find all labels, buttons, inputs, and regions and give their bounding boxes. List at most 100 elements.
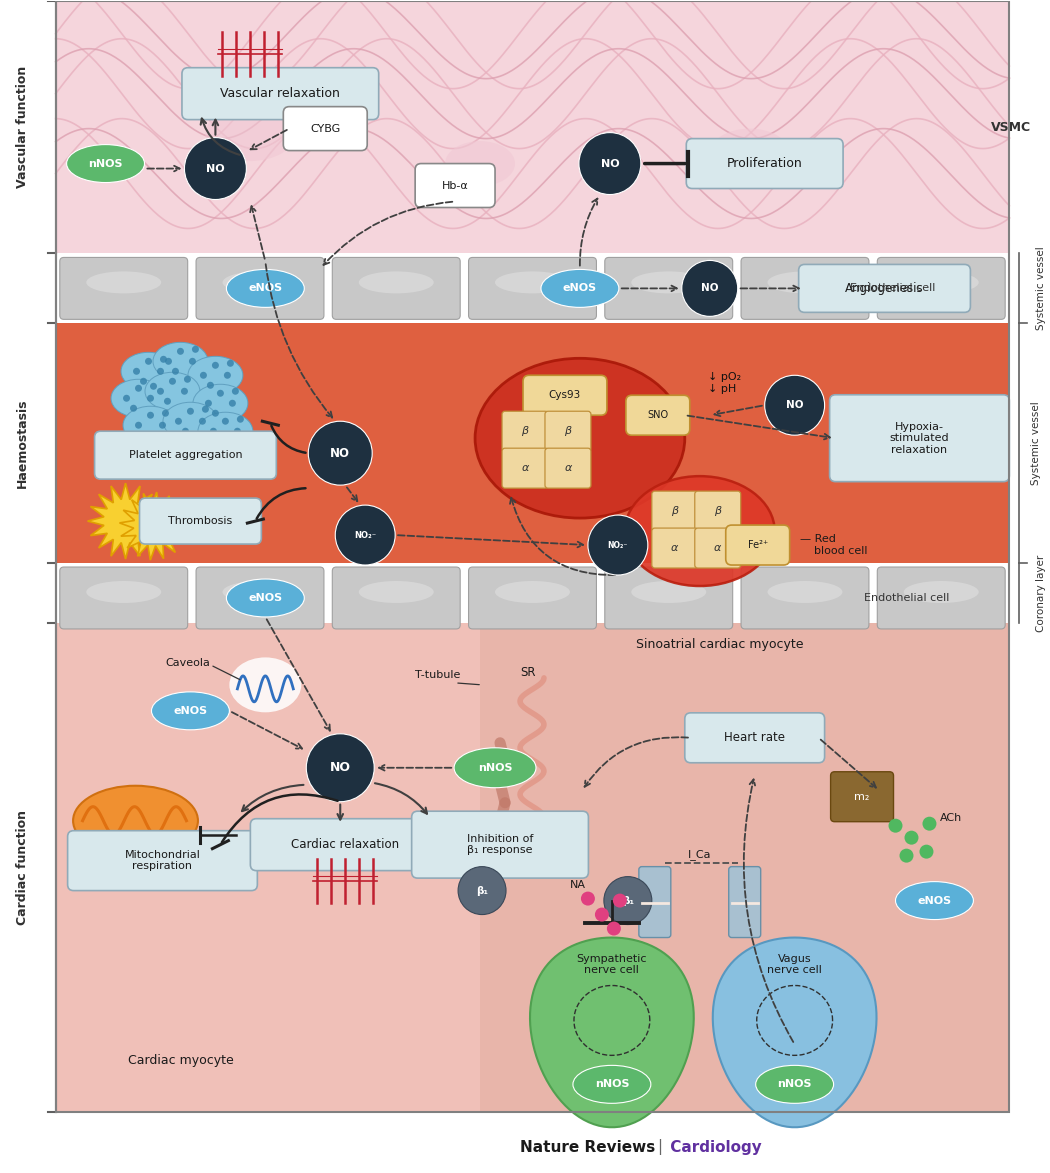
FancyBboxPatch shape [626, 395, 690, 435]
Circle shape [123, 395, 130, 401]
Ellipse shape [223, 271, 297, 293]
Circle shape [200, 372, 207, 379]
FancyBboxPatch shape [545, 412, 591, 452]
FancyBboxPatch shape [695, 491, 740, 531]
Ellipse shape [229, 657, 301, 712]
Text: Heart rate: Heart rate [724, 731, 785, 745]
Text: Mitochondrial
respiration: Mitochondrial respiration [125, 849, 201, 872]
Text: Vagus
nerve cell: Vagus nerve cell [768, 954, 822, 975]
Text: T-tubule: T-tubule [415, 670, 461, 680]
Text: α: α [521, 463, 529, 473]
FancyBboxPatch shape [545, 448, 591, 488]
FancyBboxPatch shape [415, 163, 495, 208]
Circle shape [169, 378, 176, 385]
Circle shape [681, 260, 738, 317]
Text: NO: NO [785, 400, 803, 411]
Circle shape [234, 428, 240, 435]
Text: SNO: SNO [647, 411, 669, 420]
Ellipse shape [631, 581, 707, 603]
Ellipse shape [206, 106, 295, 161]
Text: Nature Reviews: Nature Reviews [520, 1140, 655, 1154]
FancyBboxPatch shape [878, 257, 1005, 319]
Circle shape [237, 415, 244, 422]
Text: CYBG: CYBG [310, 123, 340, 134]
Ellipse shape [163, 402, 218, 440]
Circle shape [210, 428, 217, 435]
Circle shape [607, 922, 621, 936]
FancyBboxPatch shape [502, 412, 548, 452]
Circle shape [133, 368, 140, 375]
Text: Systemic vessel: Systemic vessel [1036, 246, 1046, 331]
Circle shape [162, 409, 169, 416]
Circle shape [140, 378, 147, 385]
Ellipse shape [495, 271, 570, 293]
Text: NO₂⁻: NO₂⁻ [354, 530, 376, 540]
Text: VSMC: VSMC [991, 121, 1031, 134]
Circle shape [189, 358, 196, 365]
Bar [56, 1, 1009, 253]
Circle shape [604, 876, 652, 924]
FancyBboxPatch shape [687, 138, 843, 189]
Text: ↓ pO₂
↓ pH: ↓ pO₂ ↓ pH [708, 373, 741, 394]
FancyBboxPatch shape [196, 567, 324, 629]
Ellipse shape [111, 379, 166, 418]
Circle shape [613, 894, 627, 908]
FancyBboxPatch shape [726, 526, 790, 565]
Circle shape [458, 867, 506, 915]
Polygon shape [120, 491, 188, 560]
Text: Vascular function: Vascular function [16, 66, 29, 188]
Text: Hb-α: Hb-α [442, 181, 468, 190]
Ellipse shape [74, 786, 198, 855]
FancyBboxPatch shape [729, 867, 760, 937]
Ellipse shape [625, 476, 775, 586]
FancyBboxPatch shape [67, 830, 257, 890]
FancyBboxPatch shape [140, 499, 261, 544]
Ellipse shape [896, 882, 973, 920]
FancyBboxPatch shape [332, 257, 460, 319]
Text: — Red
    blood cell: — Red blood cell [800, 534, 867, 556]
Circle shape [309, 421, 372, 486]
Text: |: | [657, 1139, 663, 1155]
Circle shape [581, 891, 595, 906]
FancyBboxPatch shape [741, 567, 869, 629]
Bar [56, 623, 1009, 1112]
Circle shape [130, 405, 136, 412]
Text: Cardiology: Cardiology [665, 1140, 761, 1154]
FancyBboxPatch shape [741, 257, 869, 319]
Ellipse shape [904, 271, 979, 293]
Text: β₁: β₁ [476, 886, 488, 896]
Text: Cardiac function: Cardiac function [16, 811, 29, 925]
Text: eNOS: eNOS [248, 594, 282, 603]
Ellipse shape [631, 271, 707, 293]
FancyBboxPatch shape [60, 257, 188, 319]
FancyBboxPatch shape [878, 567, 1005, 629]
FancyBboxPatch shape [94, 432, 276, 479]
Ellipse shape [454, 747, 536, 788]
Text: SR: SR [520, 666, 536, 679]
Text: NO₂⁻: NO₂⁻ [608, 541, 628, 550]
FancyBboxPatch shape [605, 257, 733, 319]
Text: eNOS: eNOS [248, 284, 282, 293]
Circle shape [145, 358, 152, 365]
Bar [480, 623, 1009, 1112]
Circle shape [232, 388, 239, 395]
Text: eNOS: eNOS [173, 706, 208, 716]
FancyBboxPatch shape [523, 375, 607, 415]
Circle shape [142, 432, 149, 439]
Ellipse shape [153, 343, 208, 380]
Circle shape [207, 381, 214, 388]
Text: m₂: m₂ [854, 792, 869, 801]
Text: nNOS: nNOS [88, 158, 123, 169]
Circle shape [160, 355, 167, 362]
Circle shape [217, 438, 224, 445]
Circle shape [205, 400, 212, 407]
Ellipse shape [151, 692, 229, 730]
Text: NA: NA [570, 880, 586, 889]
FancyBboxPatch shape [685, 713, 824, 762]
Circle shape [164, 398, 171, 405]
FancyBboxPatch shape [502, 448, 548, 488]
Circle shape [217, 389, 224, 396]
FancyBboxPatch shape [638, 867, 671, 937]
Circle shape [158, 388, 164, 395]
FancyBboxPatch shape [250, 819, 440, 870]
